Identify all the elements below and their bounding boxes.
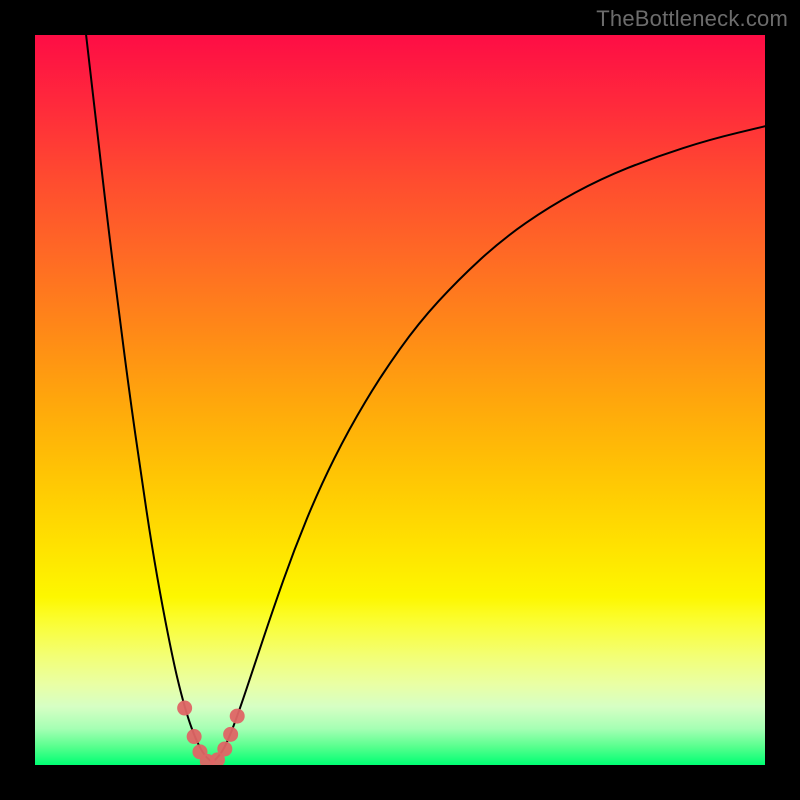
marker-point: [230, 709, 244, 723]
marker-point: [178, 701, 192, 715]
bottleneck-chart: [35, 35, 765, 765]
watermark-text: TheBottleneck.com: [596, 6, 788, 32]
marker-point: [187, 730, 201, 744]
root-container: TheBottleneck.com: [0, 0, 800, 800]
plot-area: [35, 35, 765, 765]
marker-point: [224, 727, 238, 741]
chart-background: [35, 35, 765, 765]
marker-point: [218, 742, 232, 756]
